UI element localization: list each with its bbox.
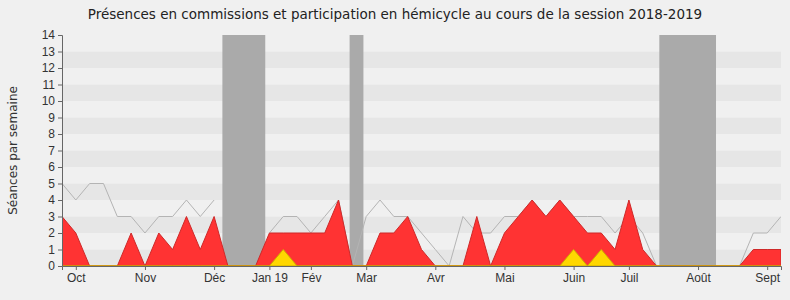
x-tick-label: Fév — [301, 271, 321, 285]
x-tick-label: Juin — [563, 271, 585, 285]
y-tick-mark — [58, 118, 62, 119]
y-tick: 13 — [42, 45, 62, 59]
x-tick-mark — [214, 266, 215, 270]
y-tick-label: 7 — [48, 144, 55, 158]
shaded-range — [222, 35, 265, 266]
y-tick-label: 8 — [48, 127, 55, 141]
x-tick-mark — [504, 266, 505, 270]
x-tick: Mar — [356, 266, 377, 285]
y-tick: 9 — [48, 111, 62, 125]
grid — [62, 35, 781, 266]
x-tick: Août — [686, 266, 711, 285]
x-tick: Oct — [67, 266, 86, 285]
y-tick-label: 2 — [48, 226, 55, 240]
y-tick-label: 3 — [48, 210, 55, 224]
chart: 01234567891011121314OctNovDécJan 19FévMa… — [0, 0, 790, 300]
y-tick-label: 9 — [48, 111, 55, 125]
y-tick-mark — [58, 200, 62, 201]
y-tick-mark — [58, 151, 62, 152]
y-tick: 2 — [48, 226, 62, 240]
x-tick-label: Mai — [495, 271, 514, 285]
y-tick-mark — [58, 167, 62, 168]
x-tick-mark — [574, 266, 575, 270]
y-tick-label: 13 — [42, 45, 56, 59]
y-tick-mark — [58, 85, 62, 86]
x-tick-mark — [629, 266, 630, 270]
x-tick-mark — [269, 266, 270, 270]
x-tick-mark — [698, 266, 699, 270]
y-tick: 10 — [42, 94, 62, 108]
x-tick: Mai — [495, 266, 514, 285]
x-tick-mark — [767, 266, 768, 270]
x-tick: Jan 19 — [252, 266, 288, 285]
x-tick: Sept — [755, 266, 780, 285]
y-tick: 6 — [48, 160, 62, 174]
x-tick: Juil — [620, 266, 638, 285]
line-series — [62, 184, 781, 267]
y-tick-mark — [58, 68, 62, 69]
x-tick-label: Sept — [755, 271, 780, 285]
y-tick: 8 — [48, 127, 62, 141]
y-axis-title: Séances par semaine — [6, 86, 20, 215]
y-tick-mark — [58, 52, 62, 53]
y-tick-label: 6 — [48, 160, 55, 174]
x-tick-label: Avr — [427, 271, 445, 285]
x-tick-label: Août — [686, 271, 711, 285]
y-tick-label: 1 — [48, 243, 55, 257]
y-tick-mark — [58, 250, 62, 251]
y-tick: 4 — [48, 193, 62, 207]
x-tick: Nov — [135, 266, 156, 285]
y-tick-label: 14 — [42, 28, 56, 42]
y-tick-label: 12 — [42, 61, 56, 75]
x-tick-mark — [366, 266, 367, 270]
y-tick: 12 — [42, 61, 62, 75]
x-axis: Oct Nov Déc Jan 19 Fév Mar Avr Mai Juin Juil Août S… — [63, 266, 782, 285]
title: Présences en commissions et participatio… — [88, 6, 702, 22]
area-series — [62, 250, 781, 267]
y-tick-label: 4 — [48, 193, 55, 207]
y-tick: 0 — [48, 259, 62, 273]
x-tick: Déc — [204, 266, 225, 285]
y-tick: 14 — [42, 28, 62, 42]
area-series — [62, 200, 781, 266]
y-tick-label: 11 — [43, 78, 56, 92]
y-tick-label: 10 — [42, 94, 56, 108]
x-tick-label: Oct — [67, 271, 86, 285]
x-tick: Avr — [427, 266, 445, 285]
x-tick: Fév — [301, 266, 321, 285]
y-tick-label: 5 — [48, 177, 55, 191]
x-tick-mark — [435, 266, 436, 270]
x-tick-mark — [76, 266, 77, 270]
y-tick-mark — [58, 217, 62, 218]
shaded-range — [659, 35, 716, 266]
y-tick-label: 0 — [48, 259, 55, 273]
y-tick-mark — [58, 134, 62, 135]
y-tick-mark — [58, 35, 62, 36]
x-tick-mark — [311, 266, 312, 270]
x-tick: Juin — [563, 266, 585, 285]
y-axis-line — [58, 36, 63, 267]
y-tick: 7 — [48, 144, 62, 158]
background — [0, 0, 790, 300]
plot-area — [62, 35, 781, 266]
y-tick: 1 — [48, 243, 62, 257]
x-tick-label: Jan 19 — [252, 271, 288, 285]
y-tick-mark — [58, 184, 62, 185]
y-tick: 11 — [43, 78, 62, 92]
x-tick-mark — [145, 266, 146, 270]
x-tick-label: Déc — [204, 271, 225, 285]
y-tick-mark — [58, 101, 62, 102]
x-axis-line — [63, 267, 782, 271]
y-tick-mark — [58, 233, 62, 234]
y-tick: 3 — [48, 210, 62, 224]
x-tick-label: Nov — [135, 271, 156, 285]
shaded-range — [350, 35, 364, 266]
x-tick-label: Juil — [620, 271, 638, 285]
x-tick-label: Mar — [356, 271, 377, 285]
y-tick: 5 — [48, 177, 62, 191]
y-tick-mark — [58, 266, 62, 267]
y-axis: 01234567891011121314 — [42, 28, 63, 273]
